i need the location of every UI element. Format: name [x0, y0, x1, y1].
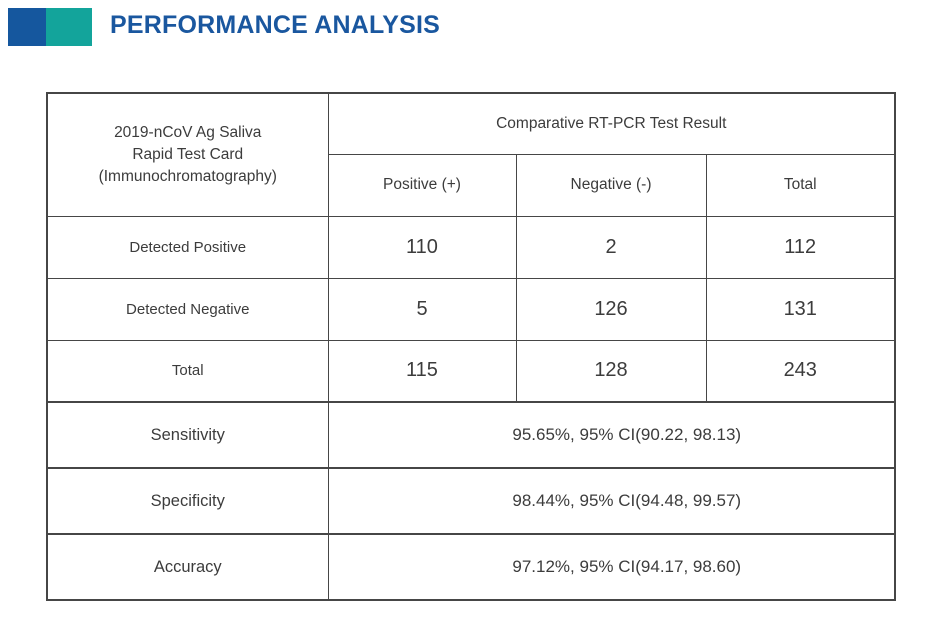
row-label-detected-negative: Detected Negative	[46, 277, 329, 341]
stat-label-specificity: Specificity	[46, 467, 329, 535]
row-label-total: Total	[46, 339, 329, 403]
cell-detneg-total: 131	[705, 277, 896, 341]
brand-square-blue-icon	[8, 8, 46, 46]
table-row-group-header: 2019-nCoV Ag Saliva Rapid Test Card (Imm…	[46, 92, 896, 217]
performance-analysis-table: 2019-nCoV Ag Saliva Rapid Test Card (Imm…	[46, 92, 896, 601]
table-row-detected-positive: Detected Positive 110 2 112	[46, 215, 896, 279]
cell-total-negative: 128	[515, 339, 707, 403]
stat-value-specificity: 98.44%, 95% CI(94.48, 99.57)	[327, 467, 896, 535]
rtpcr-group-header-cell: Comparative RT-PCR Test Result	[327, 92, 896, 155]
col-header-negative: Negative (-)	[515, 153, 707, 217]
stat-label-sensitivity: Sensitivity	[46, 401, 329, 469]
cell-detneg-negative: 126	[515, 277, 707, 341]
table-row-accuracy: Accuracy 97.12%, 95% CI(94.17, 98.60)	[46, 533, 896, 601]
row-label-detected-positive: Detected Positive	[46, 215, 329, 279]
stat-value-sensitivity: 95.65%, 95% CI(90.22, 98.13)	[327, 401, 896, 469]
page-title: PERFORMANCE ANALYSIS	[110, 11, 440, 39]
table-row-specificity: Specificity 98.44%, 95% CI(94.48, 99.57)	[46, 467, 896, 535]
cell-detneg-positive: 5	[327, 277, 517, 341]
table-row-total: Total 115 128 243	[46, 339, 896, 403]
page-header: PERFORMANCE ANALYSIS	[0, 0, 938, 54]
table-row-detected-negative: Detected Negative 5 126 131	[46, 277, 896, 341]
stat-label-accuracy: Accuracy	[46, 533, 329, 601]
cell-detpos-total: 112	[705, 215, 896, 279]
brand-mark	[8, 8, 92, 46]
cell-detpos-positive: 110	[327, 215, 517, 279]
col-header-total: Total	[705, 153, 896, 217]
table-row-column-headers: Positive (+) Negative (-) Total	[47, 153, 896, 217]
col-header-positive: Positive (+)	[327, 153, 517, 217]
cell-total-total: 243	[705, 339, 896, 403]
stat-value-accuracy: 97.12%, 95% CI(94.17, 98.60)	[327, 533, 896, 601]
table-row-sensitivity: Sensitivity 95.65%, 95% CI(90.22, 98.13)	[46, 401, 896, 469]
cell-detpos-negative: 2	[515, 215, 707, 279]
cell-total-positive: 115	[327, 339, 517, 403]
test-card-label-cell: 2019-nCoV Ag Saliva Rapid Test Card (Imm…	[46, 92, 329, 217]
brand-square-teal-icon	[46, 8, 92, 46]
